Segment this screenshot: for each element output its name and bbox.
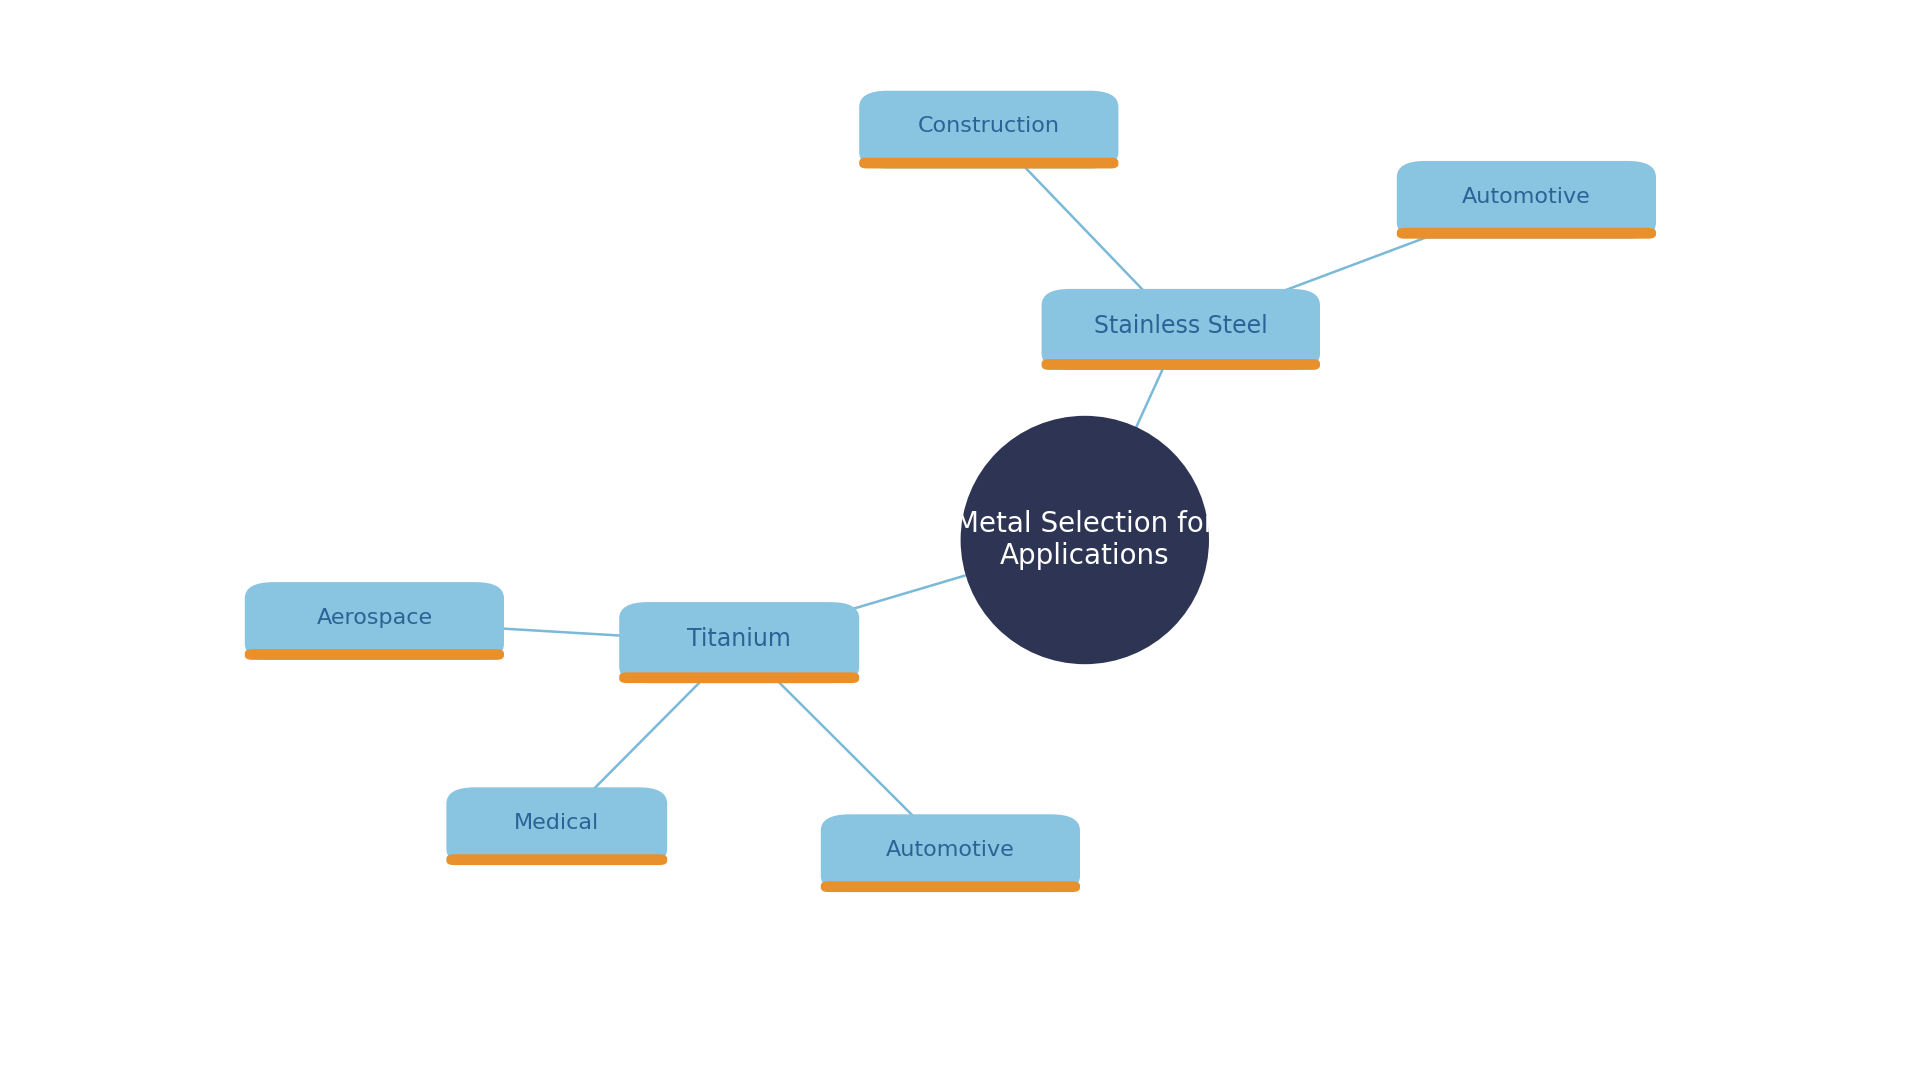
Text: Titanium: Titanium	[687, 627, 791, 651]
FancyBboxPatch shape	[1398, 161, 1655, 239]
FancyBboxPatch shape	[860, 158, 1117, 168]
Text: Metal Selection for
Applications: Metal Selection for Applications	[954, 510, 1215, 570]
FancyBboxPatch shape	[618, 672, 860, 683]
Text: Automotive: Automotive	[885, 840, 1016, 860]
FancyBboxPatch shape	[618, 602, 860, 683]
Text: Stainless Steel: Stainless Steel	[1094, 314, 1267, 338]
FancyBboxPatch shape	[246, 582, 503, 660]
FancyBboxPatch shape	[860, 91, 1117, 168]
Text: Construction: Construction	[918, 117, 1060, 136]
FancyBboxPatch shape	[822, 814, 1079, 892]
Ellipse shape	[960, 416, 1210, 664]
FancyBboxPatch shape	[246, 649, 503, 660]
FancyBboxPatch shape	[1398, 228, 1655, 239]
FancyBboxPatch shape	[1041, 359, 1321, 369]
Text: Automotive: Automotive	[1461, 187, 1592, 206]
FancyBboxPatch shape	[822, 881, 1079, 892]
Text: Aerospace: Aerospace	[317, 608, 432, 627]
FancyBboxPatch shape	[445, 787, 668, 865]
FancyBboxPatch shape	[445, 854, 668, 865]
FancyBboxPatch shape	[1041, 289, 1321, 369]
Text: Medical: Medical	[515, 813, 599, 833]
